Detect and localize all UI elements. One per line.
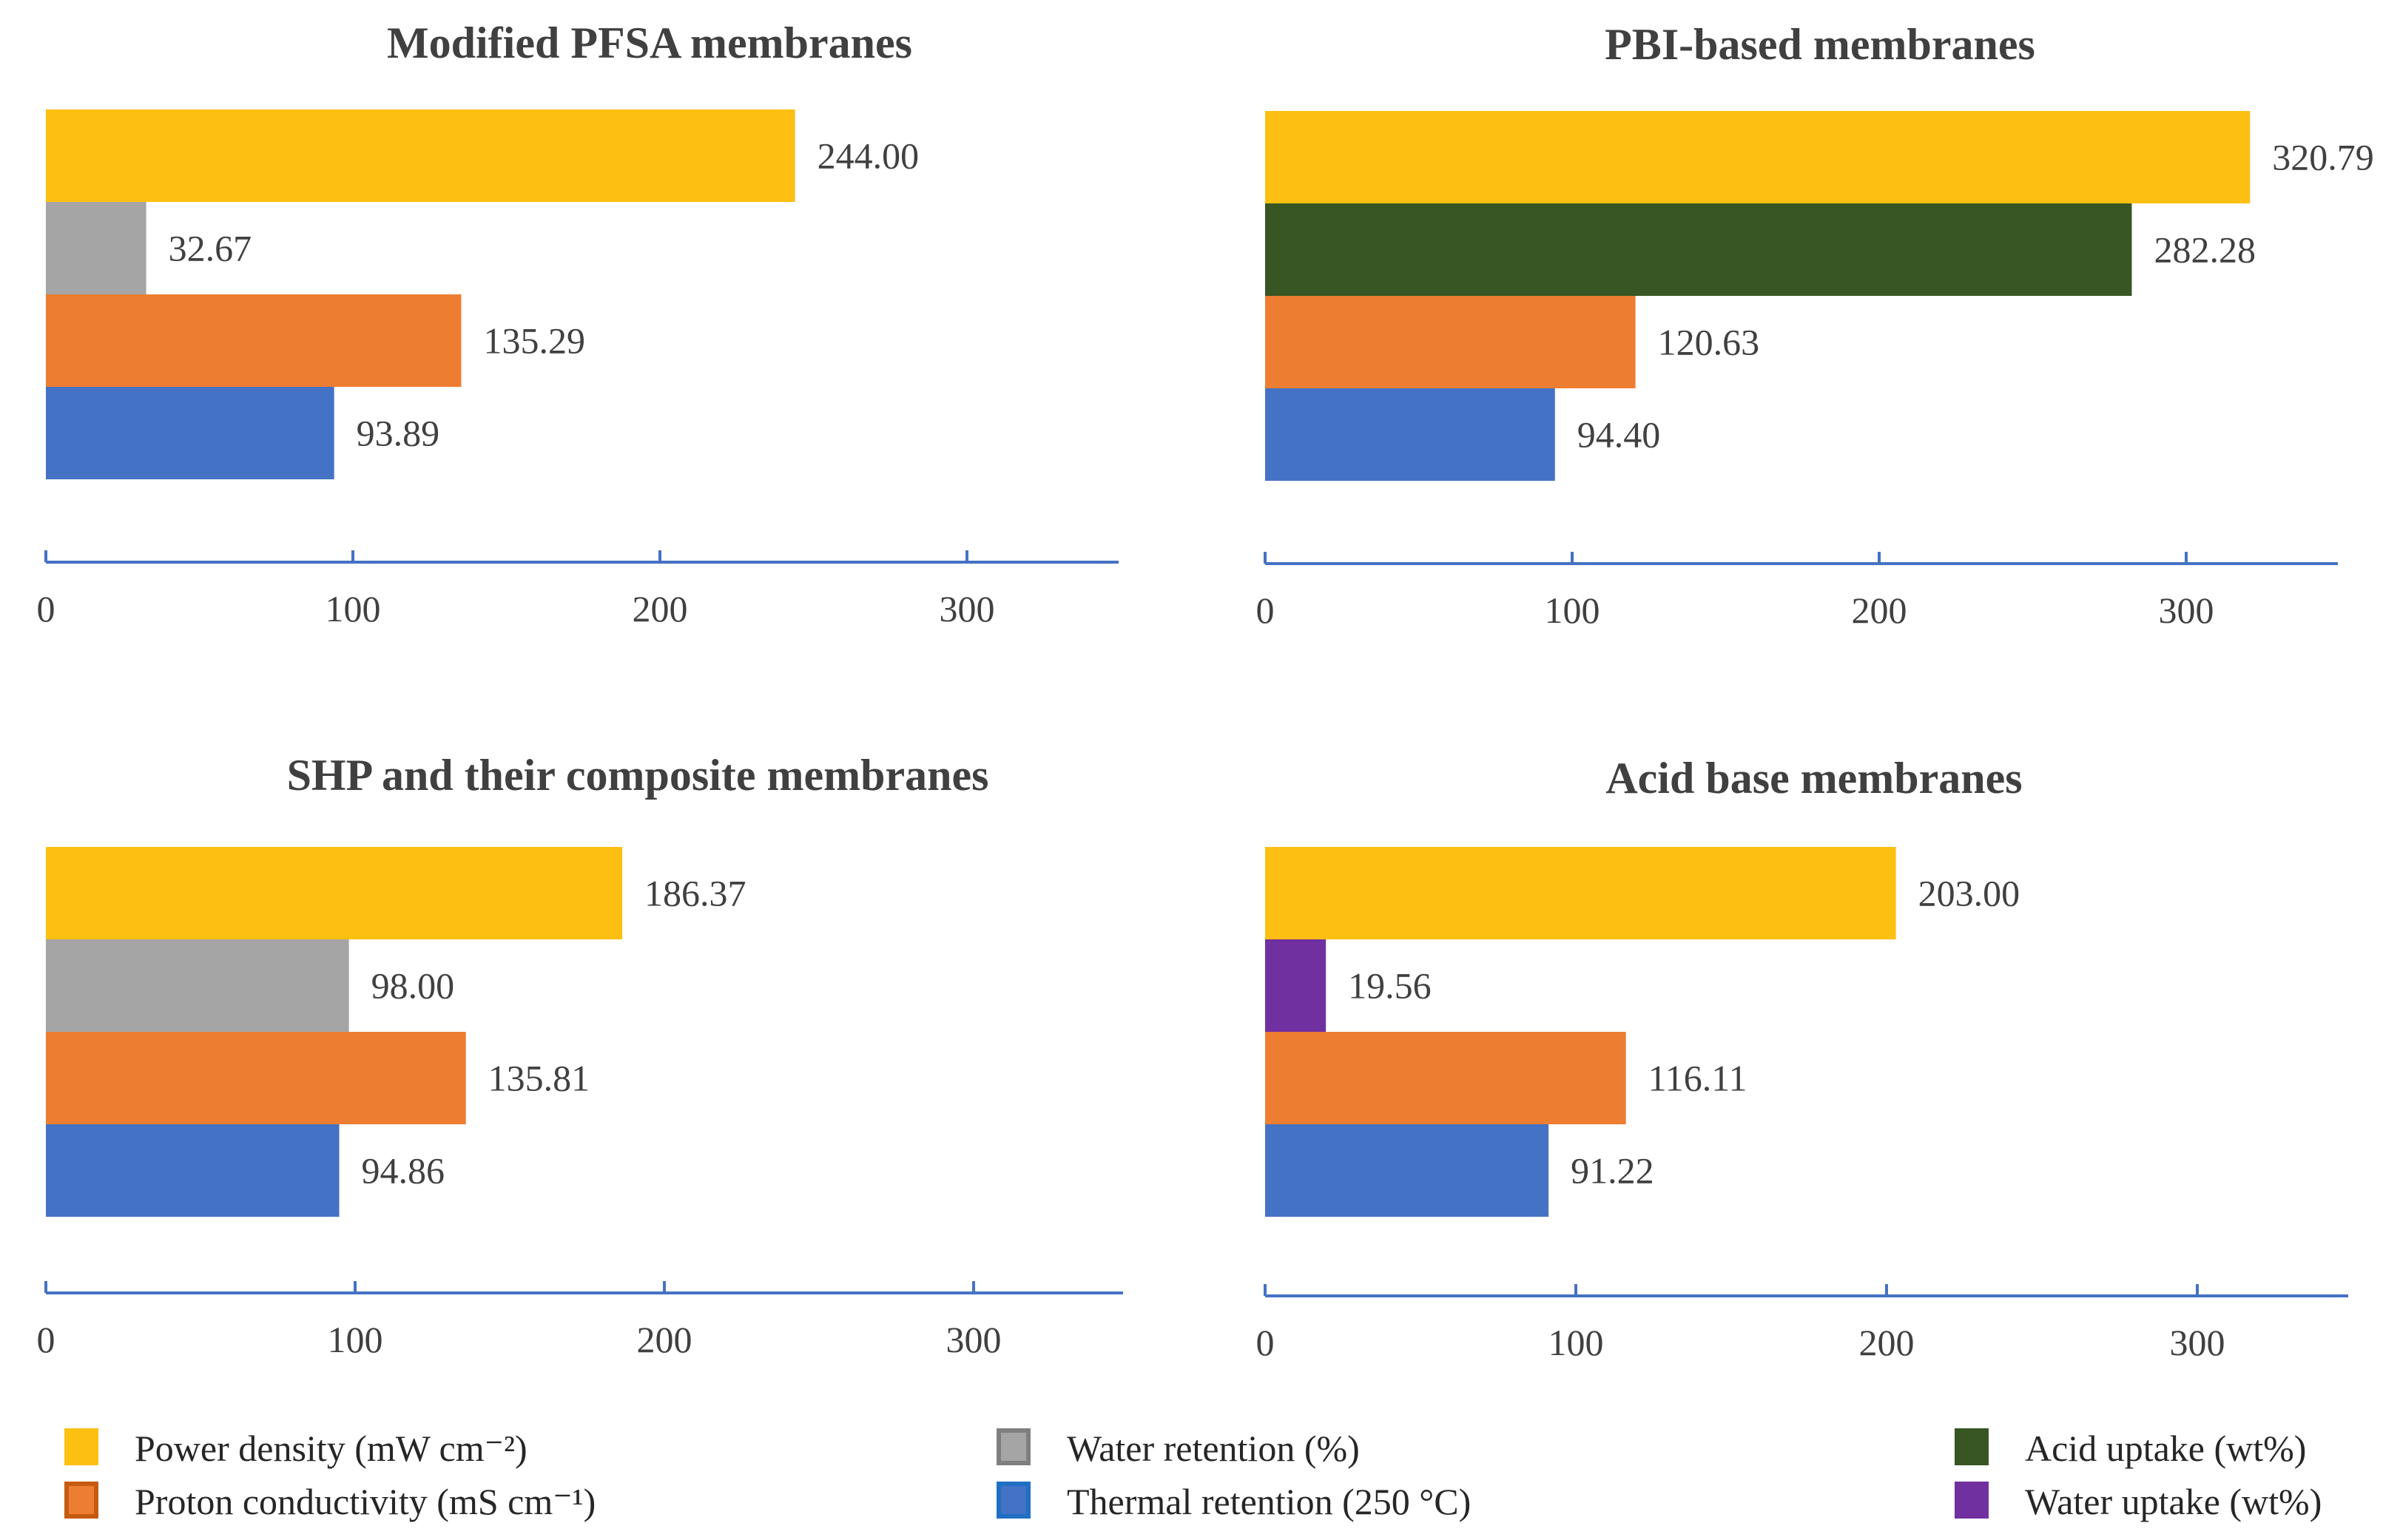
data-label: 91.22: [1571, 1150, 1654, 1192]
bar: [46, 1124, 340, 1217]
bar: [1265, 1124, 1549, 1217]
data-label: 135.29: [483, 320, 585, 362]
x-tick-label: 100: [326, 588, 381, 629]
x-tick-label: 200: [1852, 590, 1907, 631]
data-label: 94.40: [1577, 414, 1661, 456]
panel-1: Modified PFSA membranes 244.00 32.67 135.29…: [37, 18, 1119, 629]
panel-2: PBI-based membranes 320.79 282.28 120.63 94.…: [1256, 20, 2374, 631]
data-label: 135.81: [488, 1058, 590, 1099]
panel-title: SHP and their composite membranes: [287, 751, 989, 800]
legend-label: Proton conductivity (mS cm⁻¹): [135, 1481, 596, 1522]
data-label: 186.37: [644, 873, 746, 914]
x-tick-label: 200: [633, 588, 688, 629]
bar: [46, 387, 334, 479]
data-label: 320.79: [2272, 137, 2374, 178]
legend: Power density (mW cm⁻²) Proton conductivi…: [64, 1428, 2322, 1522]
x-tick-label: 300: [946, 1319, 1002, 1360]
bar: [1265, 111, 2251, 203]
bar: [46, 294, 462, 387]
data-label: 116.11: [1648, 1058, 1747, 1099]
data-label: 32.67: [169, 228, 252, 269]
data-label: 98.00: [371, 965, 455, 1007]
x-tick-label: 300: [940, 588, 995, 629]
legend-label: Thermal retention (250 °C): [1067, 1481, 1471, 1522]
panel-title: Modified PFSA membranes: [387, 18, 912, 67]
data-label: 19.56: [1348, 965, 1432, 1007]
legend-swatch: [997, 1482, 1031, 1519]
legend-swatch: [1955, 1482, 1989, 1519]
legend-label: Water retention (%): [1067, 1428, 1360, 1469]
legend-label: Water uptake (wt%): [2025, 1481, 2322, 1522]
data-label: 94.86: [362, 1150, 445, 1192]
data-label: 282.28: [2154, 229, 2256, 271]
bar: [1265, 939, 1327, 1032]
bar: [1265, 203, 2132, 296]
bar: [46, 847, 623, 939]
x-tick-label: 100: [1545, 590, 1600, 631]
x-tick-label: 0: [1256, 590, 1275, 631]
bar: [1265, 388, 1555, 481]
x-tick-label: 0: [37, 588, 55, 629]
panel-title: PBI-based membranes: [1605, 20, 2035, 69]
data-label: 203.00: [1918, 873, 2020, 914]
legend-label: Power density (mW cm⁻²): [135, 1428, 527, 1469]
legend-swatch: [997, 1428, 1031, 1465]
legend-label: Acid uptake (wt%): [2025, 1428, 2306, 1469]
x-tick-label: 300: [2159, 590, 2214, 631]
x-tick-label: 200: [637, 1319, 692, 1360]
legend-swatch: [64, 1482, 98, 1519]
x-tick-label: 100: [1548, 1322, 1604, 1363]
panel-3: SHP and their composite membranes 186.37 9…: [37, 751, 1123, 1360]
legend-swatch: [64, 1428, 98, 1465]
legend-swatch: [1955, 1428, 1989, 1465]
x-tick-label: 0: [1256, 1322, 1275, 1363]
data-label: 244.00: [818, 135, 920, 177]
panel-title: Acid base membranes: [1605, 754, 2022, 803]
bar: [46, 202, 146, 294]
bar: [1265, 847, 1896, 939]
bar: [46, 1032, 466, 1124]
data-label: 120.63: [1658, 322, 1760, 363]
bar: [1265, 1032, 1626, 1124]
x-tick-label: 0: [37, 1319, 55, 1360]
x-tick-label: 200: [1859, 1322, 1915, 1363]
x-tick-label: 300: [2170, 1322, 2225, 1363]
x-tick-label: 100: [328, 1319, 383, 1360]
bar: [46, 109, 795, 202]
data-label: 93.89: [357, 413, 440, 454]
panel-4: Acid base membranes 203.00 19.56 116.11 91.2…: [1256, 754, 2348, 1363]
bar: [46, 939, 349, 1032]
bar: [1265, 296, 1636, 388]
